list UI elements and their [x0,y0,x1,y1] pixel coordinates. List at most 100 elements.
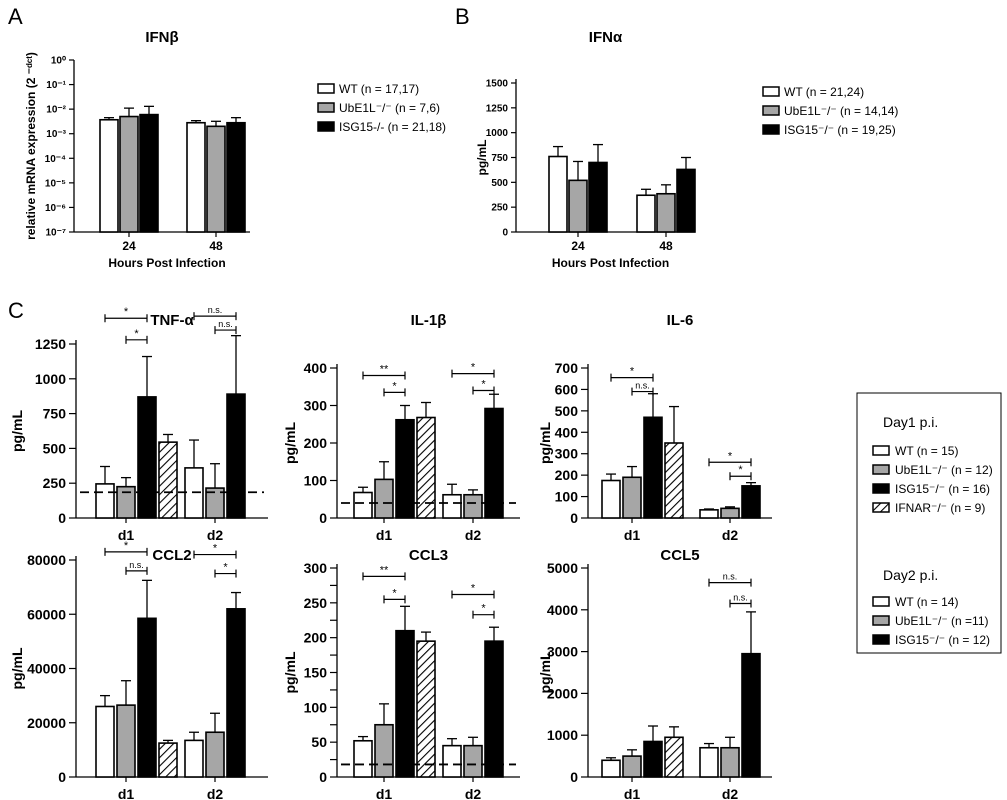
y-tick-label: 250 [491,203,508,214]
bar-wt-24 [548,155,568,233]
y-tick-label: 1000 [486,128,509,139]
y-tick-label: 5000 [547,560,578,576]
x-tick-label: d2 [465,527,482,543]
bar-isg15-d1 [137,617,157,778]
legend-c-swatch-isg15-d1 [872,483,890,494]
bar-ifnar-d1 [158,742,178,778]
y-tick-label: 200 [304,630,328,646]
bar-ifnar-d1 [416,416,436,519]
y-tick-label: 10⁻² [46,105,66,116]
bar-ube1l-d2 [205,487,225,519]
x-tick-label: d1 [624,786,641,800]
y-tick-label: 1000 [35,371,66,387]
x-tick-label: d2 [207,527,224,543]
bar-ube1l-48 [206,125,226,233]
legend-c: Day1 p.i. WT (n = 15) UbE1L⁻/⁻ (n = 12) … [856,392,1002,654]
legend-c-swatch-isg15-d2 [872,634,890,645]
x-axis-label: Hours Post Infection [108,256,225,270]
significance-label: * [471,582,476,594]
y-tick-label: 1250 [486,103,509,114]
y-axis-label: pg/mL [537,651,553,693]
bar-ube1l-d1 [116,704,136,778]
legend-b: WT (n = 21,24) UbE1L⁻/⁻ (n = 14,14) ISG1… [762,85,898,137]
legend-c-swatch-wt-d1 [872,445,890,456]
significance-label: * [392,380,397,392]
bar-wt-d1 [353,739,373,778]
bar-wt-d2 [699,509,719,519]
significance-label: * [134,328,139,340]
bar-isg15-48 [226,121,246,233]
chart-b-title: IFNα [589,29,623,46]
significance-label: n.s. [218,319,233,329]
bar-ifnar-d1 [158,441,178,519]
chart-il1b-title: IL-1β [411,312,447,329]
chart-il6-title: IL-6 [667,312,694,329]
legend-b-item-isg15: ISG15⁻/⁻ (n = 19,25) [784,123,896,137]
x-tick-label: d2 [207,786,224,800]
y-tick-label: 10⁻⁷ [45,228,66,239]
bar-ube1l-d2 [463,744,483,778]
bar-wt-d2 [184,739,204,778]
y-tick-label: 10⁻⁴ [45,154,66,165]
significance-label: * [630,366,635,378]
bar-ube1l-48 [656,192,676,233]
bar-isg15-d1 [643,416,663,519]
y-tick-label: 100 [304,473,328,489]
legend-c-swatch-ube1l-d1 [872,464,890,475]
significance-label: n.s. [635,381,650,391]
bar-wt-d2 [699,746,719,778]
y-tick-label: 400 [555,424,579,440]
bar-wt-24 [99,118,119,233]
legend-a-swatch-isg15 [317,121,335,132]
chart-ccl3-title: CCL3 [409,547,448,564]
legend-a-swatch-wt [317,83,335,94]
y-tick-label: 2000 [547,685,578,701]
bar-isg15-d1 [643,740,663,778]
y-tick-label: 0 [570,769,578,785]
bar-ube1l-24 [568,179,588,233]
legend-c-day1-ube1l: UbE1L⁻/⁻ (n = 12) [895,463,993,477]
chart-ccl5: CCL5 pg/mL 0 1000 2000 3000 4000 5000 d1 d2 n.s. n.… [537,547,772,800]
significance-label: * [738,464,743,476]
legend-b-swatch-wt [762,86,780,97]
legend-a-item-isg15: ISG15-/- (n = 21,18) [339,120,446,134]
bar-wt-d2 [442,493,462,519]
bar-isg15-24 [588,161,608,233]
x-tick-label: 24 [571,239,585,253]
bar-ube1l-d1 [116,485,136,519]
y-tick-label: 100 [304,699,328,715]
legend-c-swatch-ifnar-d1 [872,502,890,513]
y-tick-label: 400 [304,360,328,376]
y-tick-label: 50 [311,734,327,750]
legend-b-item-ube1l: UbE1L⁻/⁻ (n = 14,14) [784,104,898,118]
y-axis-label: pg/mL [282,651,298,693]
y-tick-label: 60000 [27,606,66,622]
y-tick-label: 1500 [486,79,509,90]
panel-label-a: A [8,4,23,29]
y-tick-label: 10⁻¹ [46,80,66,91]
legend-c-day2-isg15: ISG15⁻/⁻ (n = 12) [895,633,990,647]
y-tick-label: 3000 [547,644,578,660]
bar-isg15-d2 [226,608,246,778]
bar-wt-d2 [442,744,462,778]
bar-isg15-d2 [484,407,504,519]
panel-label-c: C [8,298,24,323]
legend-c-swatch-ube1l-d2 [872,615,890,626]
legend-c-swatch-wt-d2 [872,596,890,607]
x-tick-label: 24 [122,239,136,253]
y-tick-label: 40000 [27,661,66,677]
legend-c-day1-wt: WT (n = 15) [895,444,958,458]
bar-isg15-48 [676,168,696,233]
y-tick-label: 10⁻⁶ [45,203,66,214]
y-tick-label: 200 [304,435,328,451]
y-tick-label: 0 [570,510,578,526]
bar-ube1l-24 [119,115,139,233]
y-tick-label: 500 [555,403,579,419]
x-tick-label: d2 [465,786,482,800]
bar-isg15-d2 [741,485,761,519]
y-tick-label: 250 [43,475,67,491]
y-tick-label: 4000 [547,602,578,618]
